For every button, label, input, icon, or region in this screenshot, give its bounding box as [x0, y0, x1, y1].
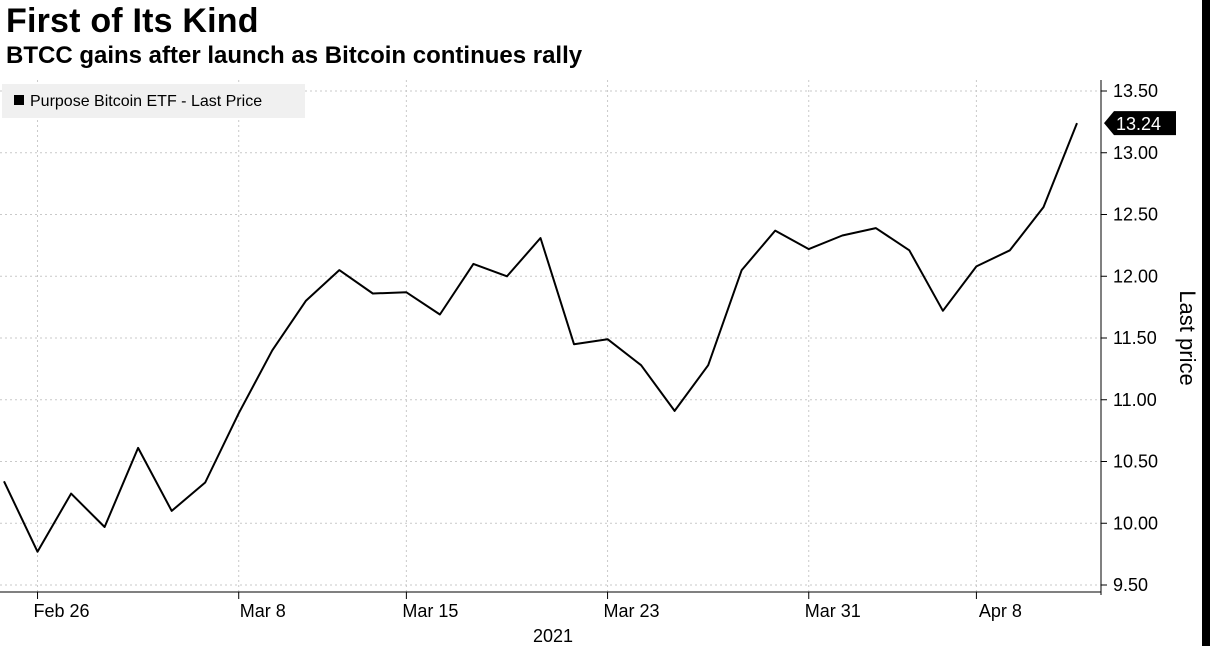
- x-tick-label: Mar 8: [240, 601, 286, 621]
- y-tick-label: 9.50: [1113, 575, 1148, 595]
- last-value-label: 13.24: [1116, 114, 1161, 134]
- x-tick-label: Mar 15: [402, 601, 458, 621]
- legend-box: [2, 84, 305, 118]
- y-tick-label: 10.00: [1113, 513, 1158, 533]
- legend-swatch: [14, 95, 24, 105]
- series-group: [3, 122, 1078, 553]
- y-tick-label: 12.00: [1113, 266, 1158, 286]
- y-tick-label: 13.00: [1113, 143, 1158, 163]
- y-tick-label: 13.50: [1113, 81, 1158, 101]
- y-axis-label: Last price: [1175, 290, 1200, 385]
- series-line: [3, 122, 1078, 553]
- x-tick-label: Feb 26: [34, 601, 90, 621]
- last-value-badge: 13.24: [1104, 111, 1176, 136]
- chart-title: First of Its Kind: [6, 2, 259, 40]
- y-tick-label: 11.50: [1113, 328, 1157, 348]
- y-tick-label: 11.00: [1113, 390, 1157, 410]
- y-axis-ticks: 13.50 13.00 12.50 12.00 11.50 11.00 10.50 10.00…: [1101, 81, 1158, 595]
- x-axis-year-label: 2021: [533, 626, 573, 646]
- x-axis-ticks: Feb 26 Mar 8 Mar 15 Mar 23 Mar 31 Apr 8: [34, 592, 1022, 621]
- x-tick-label: Mar 31: [805, 601, 861, 621]
- x-tick-label: Mar 23: [604, 601, 660, 621]
- x-tick-label: Apr 8: [979, 601, 1022, 621]
- last-value-badge-shape: [1104, 111, 1176, 136]
- y-tick-label: 12.50: [1113, 205, 1158, 225]
- chart-subtitle: BTCC gains after launch as Bitcoin conti…: [6, 42, 583, 69]
- y-tick-label: 10.50: [1113, 452, 1158, 472]
- grid-lines: [0, 80, 1101, 592]
- legend-entry: Purpose Bitcoin ETF - Last Price: [30, 93, 262, 110]
- right-frame-border: [1202, 0, 1210, 646]
